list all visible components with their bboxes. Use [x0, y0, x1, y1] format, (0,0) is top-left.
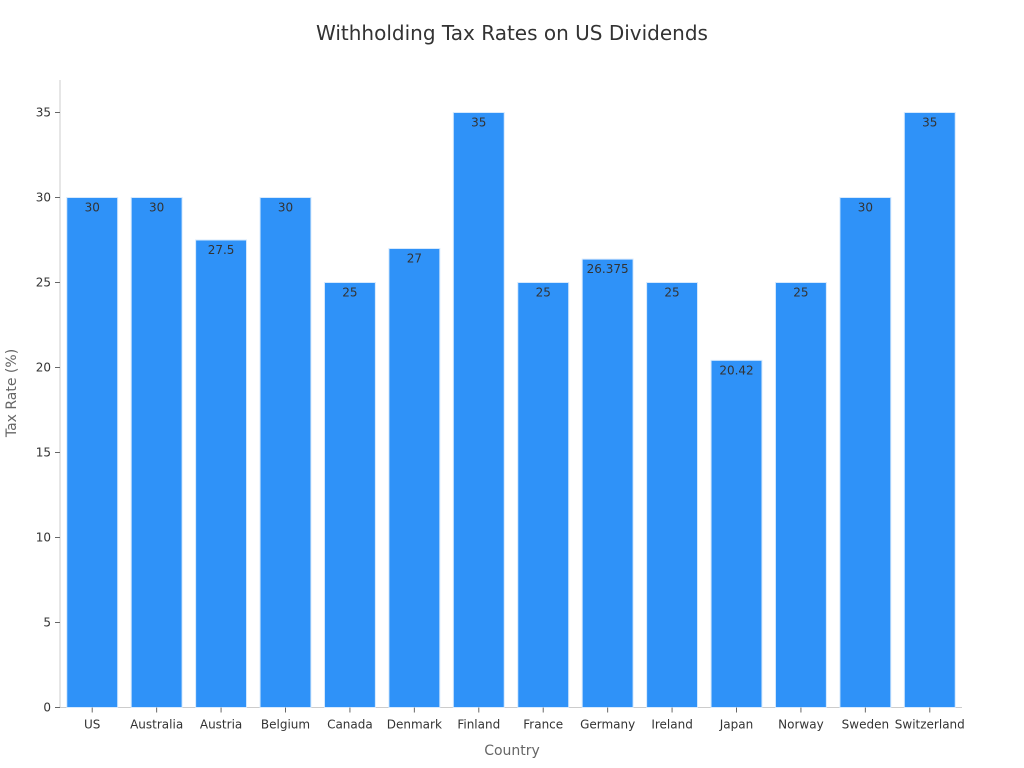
x-tick-label: France: [523, 718, 563, 732]
y-axis-label: Tax Rate (%): [4, 348, 20, 438]
bar: [452, 112, 505, 708]
bar: [259, 197, 312, 708]
bar-value-label: 25: [536, 286, 551, 300]
x-tick-label: Denmark: [387, 718, 442, 732]
x-tick-label: Austria: [200, 718, 242, 732]
x-tick-label: Canada: [327, 718, 373, 732]
bar: [903, 112, 956, 708]
bar-value-label: 20.42: [719, 363, 753, 377]
bar-value-label: 30: [858, 201, 873, 215]
bar: [323, 282, 376, 708]
x-tick-label: Japan: [719, 718, 753, 732]
bar: [195, 239, 248, 708]
x-tick-label: Finland: [457, 718, 500, 732]
y-tick-label: 15: [36, 446, 51, 460]
y-tick-label: 20: [36, 361, 51, 375]
bar-value-label: 27: [407, 252, 422, 266]
y-tick-label: 30: [36, 191, 51, 205]
x-axis-label: Country: [484, 743, 540, 759]
bar: [581, 258, 634, 708]
y-tick-label: 10: [36, 531, 51, 545]
bar-value-label: 25: [342, 286, 357, 300]
x-tick-label: Germany: [580, 718, 635, 732]
bar: [388, 248, 441, 708]
bar: [710, 359, 763, 708]
x-tick-label: Ireland: [651, 718, 693, 732]
x-tick-label: US: [84, 718, 100, 732]
bar: [646, 282, 699, 708]
x-tick-label: Belgium: [261, 718, 310, 732]
bar-value-label: 30: [149, 201, 164, 215]
x-tick-label: Norway: [778, 718, 824, 732]
x-tick-label: Switzerland: [895, 718, 965, 732]
bar: [517, 282, 570, 708]
bar-value-label: 35: [471, 116, 486, 130]
bar-value-label: 30: [278, 201, 293, 215]
bar-value-label: 27.5: [208, 243, 235, 257]
x-tick-label: Australia: [130, 718, 183, 732]
y-tick-label: 0: [43, 701, 51, 715]
bar: [774, 282, 827, 708]
bar: [66, 197, 119, 708]
y-tick-label: 5: [43, 616, 51, 630]
x-tick-label: Sweden: [842, 718, 889, 732]
bar-value-label: 30: [85, 201, 100, 215]
bar: [130, 197, 183, 708]
y-tick-label: 35: [36, 106, 51, 120]
bar-value-label: 25: [793, 286, 808, 300]
bar-value-label: 35: [922, 116, 937, 130]
bar: [839, 197, 892, 708]
bar-value-label: 25: [664, 286, 679, 300]
bar-value-label: 26.375: [587, 262, 629, 276]
chart-title: Withholding Tax Rates on US Dividends: [316, 21, 708, 45]
y-tick-label: 25: [36, 276, 51, 290]
